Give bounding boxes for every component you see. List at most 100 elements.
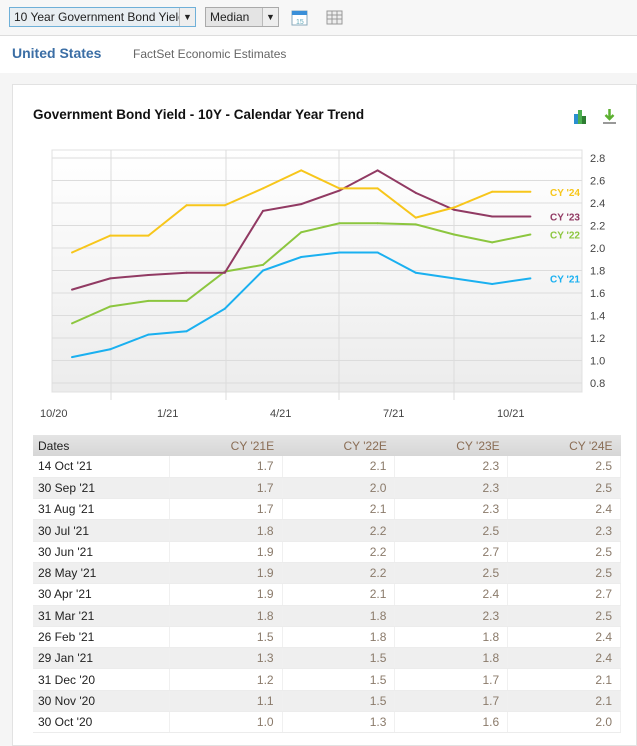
indicator-select[interactable]: 10 Year Government Bond Yield ▼ — [9, 7, 196, 27]
y-tick-label: 2.8 — [590, 153, 605, 165]
data-point-cy21 — [491, 283, 494, 285]
data-point-cy22 — [262, 263, 264, 266]
value-cell: 2.5 — [394, 562, 509, 585]
table-row: 30 Sep '21 1.7 2.0 2.3 2.5 — [33, 477, 621, 500]
data-point-cy21 — [147, 333, 150, 336]
data-point-cy24 — [414, 216, 417, 219]
data-point-cy22 — [147, 299, 150, 302]
column-header[interactable]: CY '22E — [282, 435, 395, 456]
value-cell: 1.7 — [169, 498, 283, 521]
value-cell: 2.3 — [394, 477, 509, 500]
data-point-cy23 — [185, 271, 188, 274]
column-header[interactable]: CY '24E — [507, 435, 621, 456]
data-point-cy23 — [338, 189, 341, 192]
data-point-cy22 — [71, 322, 73, 325]
value-cell: 1.8 — [169, 605, 283, 627]
value-cell: 2.0 — [282, 477, 396, 500]
data-point-cy21 — [262, 269, 264, 272]
table-row: 31 Dec '20 1.2 1.5 1.7 2.1 — [33, 668, 621, 691]
value-cell: 2.0 — [507, 711, 621, 734]
date-cell: 30 Nov '20 — [33, 690, 170, 713]
table-row: 30 Nov '20 1.1 1.5 1.7 2.1 — [33, 690, 621, 713]
value-cell: 2.2 — [282, 519, 396, 542]
value-cell: 1.7 — [394, 690, 509, 713]
column-header[interactable]: CY '21E — [169, 435, 283, 456]
estimates-table: Dates CY '21E CY '22E CY '23E CY '24E 14 Oct… — [33, 435, 621, 734]
data-point-cy21 — [185, 330, 188, 333]
value-cell: 2.1 — [282, 498, 396, 521]
chart-type-icon[interactable] — [572, 108, 589, 125]
value-cell: 2.5 — [507, 456, 621, 478]
data-point-cy23 — [529, 215, 532, 218]
value-cell: 1.7 — [169, 456, 283, 478]
chevron-down-icon: ▼ — [179, 8, 195, 26]
date-cell: 30 Jul '21 — [33, 519, 170, 542]
download-icon[interactable] — [601, 108, 618, 125]
y-tick-label: 1.2 — [590, 333, 605, 345]
data-point-cy23 — [223, 271, 226, 274]
data-point-cy24 — [529, 190, 532, 193]
table-row: 30 Jul '21 1.8 2.2 2.5 2.3 — [33, 519, 621, 542]
value-cell: 1.1 — [169, 690, 283, 713]
value-cell: 2.3 — [394, 605, 509, 627]
series-label-cy23: CY '23 — [550, 213, 580, 224]
data-point-cy22 — [453, 233, 455, 236]
value-cell: 2.4 — [394, 583, 509, 606]
value-cell: 2.1 — [507, 690, 621, 713]
y-tick-label: 1.6 — [590, 288, 605, 300]
data-point-cy22 — [491, 241, 494, 244]
column-header[interactable]: Dates — [33, 435, 170, 456]
value-cell: 2.3 — [507, 519, 621, 542]
data-point-cy24 — [376, 187, 379, 190]
data-point-cy24 — [71, 251, 73, 254]
value-cell: 1.9 — [169, 562, 283, 585]
data-point-cy23 — [491, 215, 494, 218]
table-row: 31 Aug '21 1.7 2.1 2.3 2.4 — [33, 498, 621, 521]
data-point-cy22 — [338, 222, 341, 225]
country-title: United States — [12, 45, 102, 61]
table-row: 30 Jun '21 1.9 2.2 2.7 2.5 — [33, 541, 621, 563]
statistic-select[interactable]: Median ▼ — [205, 7, 279, 27]
data-point-cy24 — [109, 234, 112, 237]
table-row: 14 Oct '21 1.7 2.1 2.3 2.5 — [33, 456, 621, 478]
value-cell: 1.8 — [394, 626, 509, 649]
y-tick-label: 0.8 — [590, 378, 605, 390]
value-cell: 2.4 — [507, 498, 621, 521]
date-cell: 30 Jun '21 — [33, 541, 170, 563]
date-cell: 30 Apr '21 — [33, 583, 170, 606]
data-point-cy21 — [223, 307, 226, 310]
data-point-cy22 — [300, 231, 303, 234]
data-point-cy23 — [453, 208, 455, 211]
value-cell: 1.8 — [282, 626, 396, 649]
column-header[interactable]: CY '23E — [394, 435, 508, 456]
value-cell: 1.0 — [169, 711, 283, 734]
y-tick-label: 2.4 — [590, 198, 605, 210]
value-cell: 2.1 — [282, 456, 396, 478]
chevron-down-icon: ▼ — [262, 8, 278, 26]
data-point-cy21 — [109, 348, 112, 351]
table-row: 30 Apr '21 1.9 2.1 2.4 2.7 — [33, 583, 621, 606]
y-tick-label: 1.0 — [590, 356, 605, 368]
toolbar: 10 Year Government Bond Yield ▼ Median ▼ 1… — [0, 0, 637, 35]
date-cell: 14 Oct '21 — [33, 456, 170, 478]
line-chart: 2.8 2.6 2.4 2.2 2.0 1.8 1.6 1.4 1.2 1.0 0.8 10/20 1/… — [40, 149, 605, 420]
value-cell: 1.9 — [169, 541, 283, 563]
value-cell: 2.2 — [282, 562, 396, 585]
value-cell: 1.7 — [394, 668, 509, 691]
value-cell: 2.5 — [507, 477, 621, 500]
data-point-cy24 — [223, 204, 226, 207]
calendar-icon[interactable]: 15 — [291, 9, 308, 26]
source-label: FactSet Economic Estimates — [133, 47, 287, 61]
y-tick-label: 1.8 — [590, 266, 605, 278]
x-tick-label: 4/21 — [270, 408, 291, 420]
value-cell: 1.8 — [282, 605, 396, 627]
value-cell: 2.5 — [507, 562, 621, 585]
value-cell: 2.5 — [394, 519, 509, 542]
value-cell: 1.5 — [169, 626, 283, 649]
table-view-icon[interactable] — [326, 9, 343, 26]
data-point-cy21 — [453, 277, 455, 280]
y-tick-label: 2.2 — [590, 221, 605, 233]
data-point-cy23 — [376, 169, 379, 172]
data-point-cy24 — [185, 204, 188, 207]
data-point-cy24 — [491, 190, 494, 193]
